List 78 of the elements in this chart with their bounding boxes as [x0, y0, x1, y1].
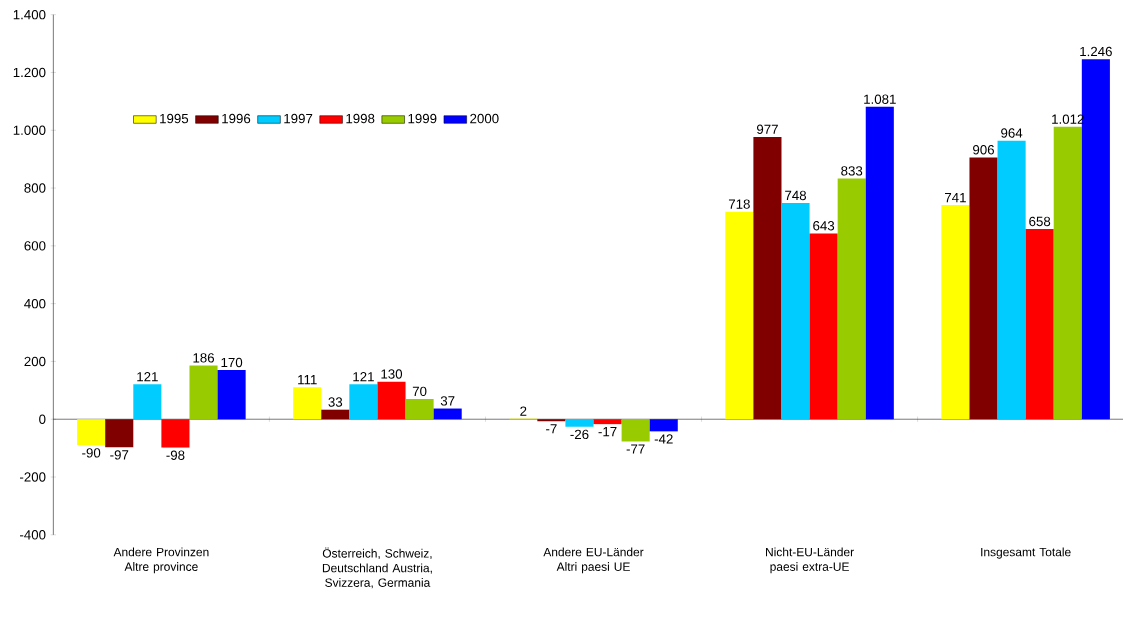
data-label: 1.246	[1080, 46, 1112, 57]
x-tick-label: Österreich, Schweiz, Deutschland Austria, Svizzera, Germania	[322, 547, 432, 589]
data-label: -42	[654, 434, 673, 444]
bar	[161, 419, 190, 448]
y-tick-label: 0	[39, 414, 46, 424]
y-tick-label: 1.200	[13, 67, 46, 78]
bar	[133, 384, 162, 420]
bar	[77, 419, 106, 446]
legend-label: 1999	[408, 113, 437, 124]
bar	[377, 381, 406, 420]
x-tick-label: Andere Provinzen Altre province	[113, 547, 209, 574]
data-label: 70	[412, 386, 427, 397]
data-label: -17	[598, 427, 617, 437]
data-label: 2	[520, 406, 527, 416]
data-label: 130	[381, 369, 403, 379]
data-label: -97	[110, 450, 129, 460]
legend-label: 2000	[470, 113, 499, 124]
bar	[725, 211, 754, 420]
legend-label: 1995	[160, 113, 189, 124]
y-tick-label: 400	[24, 299, 46, 309]
data-label: 170	[221, 357, 243, 368]
bar	[649, 419, 678, 432]
bar	[537, 419, 566, 422]
bar	[865, 106, 894, 420]
data-label: 906	[973, 145, 995, 155]
bar	[781, 203, 810, 420]
x-tick-label: Insgesamt Totale	[981, 547, 1071, 559]
data-label: 658	[1029, 216, 1051, 227]
y-tick-label: 1.400	[13, 10, 46, 20]
data-label: 33	[328, 397, 343, 407]
data-label: 121	[137, 372, 158, 382]
data-label: -90	[82, 448, 101, 458]
x-tick-label: Andere EU-Länder Altri paesi UE	[543, 547, 644, 574]
legend-label: 1998	[346, 113, 375, 124]
data-label: -26	[570, 429, 589, 440]
bar	[837, 178, 866, 420]
bar	[189, 365, 218, 420]
x-tick-label: Nicht-EU-Länder paesi extra-UE	[766, 547, 854, 574]
bar	[1025, 229, 1054, 420]
data-label: 833	[841, 166, 863, 176]
data-label: 964	[1001, 128, 1023, 138]
data-label: 1.081	[864, 94, 896, 104]
bar	[593, 419, 622, 425]
bar	[293, 387, 322, 420]
data-label: -77	[626, 444, 645, 454]
bar	[321, 409, 350, 420]
data-label: 748	[785, 190, 807, 201]
data-label: 718	[728, 199, 750, 209]
bar	[105, 419, 134, 448]
bar	[565, 419, 594, 427]
legend-label: 1997	[284, 113, 313, 124]
bar	[217, 370, 246, 420]
y-tick-label: -400	[19, 530, 46, 540]
y-tick-label: 600	[24, 241, 46, 251]
data-label: 121	[353, 372, 374, 382]
y-tick-label: 200	[24, 356, 46, 367]
bar	[941, 205, 970, 420]
data-label: 643	[813, 221, 835, 231]
bar	[997, 140, 1026, 420]
bar	[405, 399, 434, 420]
y-tick-label: 1.000	[13, 125, 46, 136]
data-label: 741	[945, 193, 966, 203]
data-label: -7	[546, 424, 557, 434]
data-label: 111	[298, 375, 317, 385]
bar	[1053, 126, 1082, 420]
data-label: 186	[193, 353, 215, 363]
data-label: 977	[756, 124, 778, 135]
legend-label: 1996	[222, 113, 251, 124]
bar	[809, 233, 838, 420]
bar	[433, 408, 462, 420]
y-tick-label: 800	[24, 183, 46, 193]
bar	[621, 419, 650, 442]
bar	[969, 157, 998, 420]
bar	[753, 136, 782, 420]
bar	[349, 384, 378, 420]
data-label: -98	[166, 450, 185, 460]
y-tick-label: -200	[19, 472, 46, 482]
data-label: 37	[440, 396, 455, 406]
